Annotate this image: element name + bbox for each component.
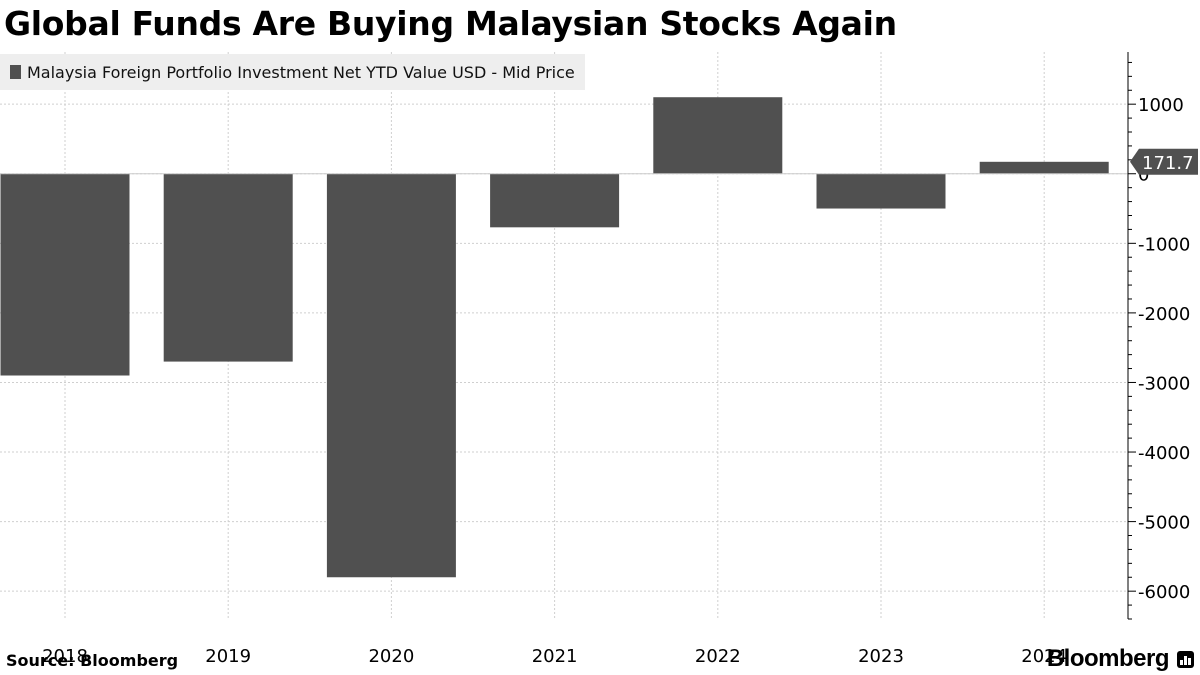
legend: Malaysia Foreign Portfolio Investment Ne…: [0, 54, 585, 90]
bar-2019: [163, 173, 293, 362]
bar-2024: [979, 161, 1109, 174]
y-tick-label: -1000: [1138, 234, 1190, 255]
x-tick-label-2021: 2021: [532, 646, 578, 667]
source-note: Source: Bloomberg: [6, 651, 179, 670]
bar-2018: [0, 173, 130, 376]
bar-2022: [653, 97, 783, 174]
x-tick-label-2022: 2022: [695, 646, 741, 667]
x-tick-label-2018: 2018: [42, 646, 88, 667]
bar-2020: [326, 173, 456, 578]
bar-2023: [816, 173, 946, 209]
y-tick-label: -6000: [1138, 582, 1190, 603]
bar-chart-icon: [1177, 650, 1194, 668]
y-tick-label: -5000: [1138, 513, 1190, 534]
y-tick-label: -2000: [1138, 304, 1190, 325]
bar-2021: [490, 173, 620, 228]
y-tick-label: 0: [1138, 165, 1149, 186]
bloomberg-logo: Bloomberg: [1047, 645, 1194, 673]
legend-swatch: [10, 65, 21, 79]
x-tick-label-2020: 2020: [368, 646, 414, 667]
x-tick-label-2023: 2023: [858, 646, 904, 667]
chart-title: Global Funds Are Buying Malaysian Stocks…: [4, 4, 897, 43]
brand-name: Bloomberg: [1046, 645, 1170, 672]
x-tick-label-2024: 2024: [1021, 646, 1067, 667]
y-tick-label: 1000: [1138, 95, 1184, 116]
legend-label: Malaysia Foreign Portfolio Investment Ne…: [27, 62, 575, 82]
x-tick-label-2019: 2019: [205, 646, 251, 667]
y-tick-label: -4000: [1138, 443, 1190, 464]
last-value-callout: [1130, 148, 1198, 175]
y-tick-label: -3000: [1138, 373, 1190, 394]
last-value-label: 171.7: [1142, 153, 1194, 174]
